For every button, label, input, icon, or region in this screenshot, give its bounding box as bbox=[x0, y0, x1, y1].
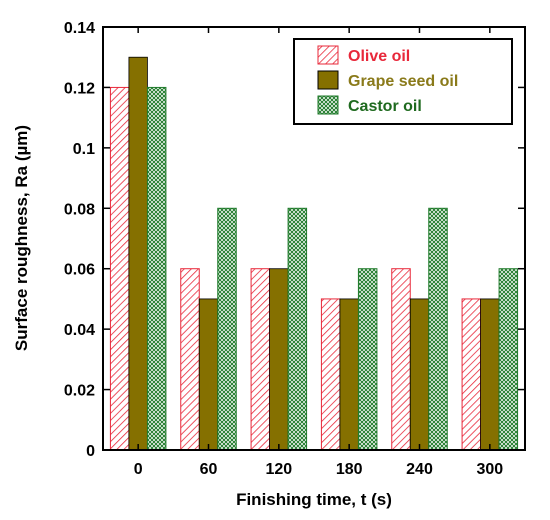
y-axis-title: Surface roughness, Ra (µm) bbox=[12, 125, 31, 351]
bar-grape-seed-oil-0 bbox=[128, 56, 148, 451]
legend-swatch-castor-oil bbox=[317, 95, 339, 115]
bar-olive-oil-0 bbox=[109, 86, 130, 451]
bar-grape-seed-oil-300 bbox=[480, 298, 500, 451]
y-tick-label: 0.02 bbox=[64, 383, 95, 400]
bar-castor-oil-300 bbox=[498, 268, 519, 451]
bar-olive-oil-120 bbox=[250, 268, 271, 451]
bar-grape-seed-oil-240 bbox=[409, 298, 430, 451]
bar-olive-oil-300 bbox=[461, 298, 482, 451]
bar-grape-seed-oil-180 bbox=[339, 298, 359, 451]
y-tick-label: 0.1 bbox=[73, 141, 95, 158]
bar-grape-seed-oil-60 bbox=[198, 298, 219, 451]
y-tick-label: 0.12 bbox=[64, 80, 95, 97]
bar-castor-oil-60 bbox=[217, 207, 237, 451]
legend-swatch-grape-seed-oil bbox=[317, 70, 339, 90]
bar-olive-oil-180 bbox=[320, 298, 341, 451]
bar-castor-oil-0 bbox=[146, 86, 167, 451]
y-tick-label: 0.14 bbox=[64, 20, 95, 37]
x-axis-title: Finishing time, t (s) bbox=[236, 490, 392, 509]
bar-olive-oil-60 bbox=[180, 268, 200, 451]
x-tick-label: 300 bbox=[476, 461, 503, 478]
x-tick-label: 0 bbox=[134, 461, 143, 478]
bar-castor-oil-180 bbox=[357, 268, 378, 451]
x-tick-label: 60 bbox=[200, 461, 218, 478]
x-tick-label: 240 bbox=[406, 461, 433, 478]
y-tick-label: 0.06 bbox=[64, 262, 95, 279]
legend-label: Grape seed oil bbox=[348, 73, 458, 90]
legend-label: Olive oil bbox=[348, 48, 410, 65]
y-tick-label: 0 bbox=[86, 443, 95, 460]
bar-grape-seed-oil-120 bbox=[269, 268, 289, 451]
legend-swatch-olive-oil bbox=[317, 45, 339, 65]
bar-castor-oil-120 bbox=[287, 207, 308, 451]
bar-olive-oil-240 bbox=[391, 268, 411, 451]
y-tick-label: 0.04 bbox=[64, 322, 95, 339]
legend: Olive oil Grape seed oil Castor oil bbox=[293, 38, 513, 125]
y-tick-label: 0.08 bbox=[64, 201, 95, 218]
ticks-group: 0 0.02 0.04 0.06 0.08 0.1 0.12 0.14 0 60 120 180 240… bbox=[64, 20, 525, 478]
x-tick-label: 120 bbox=[265, 461, 292, 478]
x-tick-label: 180 bbox=[336, 461, 363, 478]
plot-frame bbox=[102, 26, 526, 451]
bar-castor-oil-240 bbox=[428, 207, 448, 451]
legend-label: Castor oil bbox=[348, 98, 422, 115]
